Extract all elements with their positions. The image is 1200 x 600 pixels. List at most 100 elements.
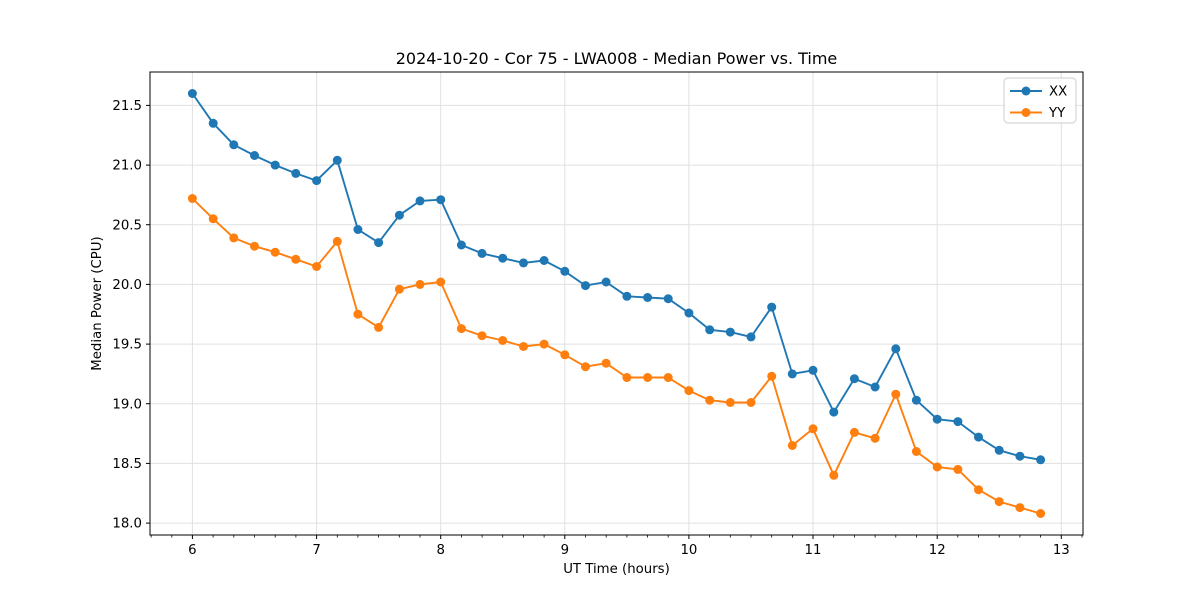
series-XX-point — [1036, 455, 1046, 465]
series-XX-point — [539, 256, 549, 265]
series-YY-point — [663, 373, 673, 382]
series-XX-point — [767, 302, 777, 312]
series-YY-point — [332, 236, 342, 246]
x-tick-label: 11 — [805, 543, 822, 558]
series-YY-point — [229, 233, 239, 243]
series-XX-point — [250, 151, 259, 160]
series-YY-point — [539, 339, 549, 349]
series-XX-point — [829, 407, 839, 417]
series-XX-point — [436, 195, 446, 205]
series-XX-line — [191, 92, 1041, 461]
y-tick-label: 18.0 — [112, 517, 142, 532]
y-tick-label: 18.5 — [112, 457, 142, 472]
series-XX-point — [374, 238, 384, 248]
series-YY-point — [498, 336, 508, 345]
series-YY-point — [932, 462, 942, 472]
series-XX-point — [663, 294, 673, 304]
series-YY-point — [415, 279, 425, 289]
series-XX-point — [870, 382, 880, 392]
series-XX-point — [932, 414, 942, 424]
x-axis-label: UT Time (hours) — [563, 562, 670, 577]
legend-sample-marker — [1021, 86, 1031, 96]
series-YY-point — [849, 427, 859, 437]
series-YY-point — [767, 371, 777, 381]
series-XX-point — [415, 196, 425, 206]
x-tick-label: 10 — [680, 543, 697, 558]
series-YY-point — [725, 398, 735, 407]
series-YY-point — [581, 362, 590, 372]
series-XX-point — [477, 248, 487, 258]
series-YY-point — [519, 342, 528, 351]
y-tick-label: 21.5 — [112, 99, 142, 114]
series-YY-point — [312, 262, 322, 271]
series-XX-point — [581, 281, 590, 291]
series-YY-point — [601, 358, 611, 368]
series-YY-point — [829, 470, 839, 480]
series-YY-point — [622, 373, 632, 382]
legend-label-XX: XX — [1049, 85, 1067, 100]
series-YY-point — [394, 284, 404, 294]
series-XX-point — [187, 89, 197, 98]
series-XX-point — [312, 176, 322, 186]
series-XX-point — [705, 325, 715, 335]
series-XX-point — [456, 240, 466, 250]
series-YY-point — [808, 424, 818, 434]
series-XX-point — [291, 168, 301, 178]
series-YY-point — [891, 389, 901, 399]
series-XX-point — [332, 155, 342, 165]
plot-spines — [149, 71, 1084, 536]
series-XX-point — [643, 293, 653, 302]
series-YY-line — [191, 197, 1041, 515]
series-YY-point — [953, 464, 963, 474]
series-XX-point — [601, 277, 611, 287]
series-XX-point — [746, 332, 756, 342]
series-YY-point — [353, 309, 363, 319]
series-XX-point — [270, 160, 280, 170]
series-YY-point — [870, 433, 880, 443]
series-YY-point — [787, 441, 797, 450]
series-YY-point — [746, 398, 756, 407]
series-XX-point — [974, 432, 983, 442]
series-XX-point — [1015, 451, 1025, 461]
series-YY-point — [684, 386, 694, 396]
series-YY-point — [456, 324, 466, 334]
y-tick-label: 20.5 — [112, 218, 142, 233]
legend: XX YY — [1003, 77, 1077, 124]
series-XX-point — [849, 374, 859, 384]
series-YY-point — [291, 254, 301, 264]
series-YY-point — [208, 214, 218, 224]
series-XX-point — [953, 417, 963, 427]
series-YY-point — [477, 331, 487, 341]
series-XX-point — [353, 225, 363, 234]
series-XX-point — [684, 308, 694, 318]
x-tick-label: 6 — [188, 543, 196, 558]
series-YY-point — [1036, 509, 1046, 518]
chart-title: 2024-10-20 - Cor 75 - LWA008 - Median Po… — [396, 49, 838, 68]
series-YY-point — [187, 194, 197, 203]
legend-label-YY: YY — [1048, 106, 1066, 121]
y-axis-label: Median Power (CPU) — [90, 236, 105, 370]
series-XX-point — [622, 291, 632, 301]
series-XX-point — [560, 266, 570, 276]
series-XX-point — [208, 118, 218, 128]
x-tick-label: 13 — [1053, 543, 1070, 558]
x-tick-label: 7 — [312, 543, 320, 558]
y-tick-label: 20.0 — [112, 278, 142, 293]
series-XX-point — [891, 344, 901, 354]
series-YY-point — [270, 247, 280, 257]
series-YY-point — [250, 241, 259, 251]
y-tick-label: 19.0 — [112, 397, 142, 412]
series-XX-point — [787, 369, 797, 379]
series-YY-point — [374, 322, 384, 332]
series-YY-point — [994, 497, 1004, 507]
y-tick-label: 19.5 — [112, 338, 142, 353]
x-tick-label: 8 — [436, 543, 444, 558]
y-tick-label: 21.0 — [112, 159, 142, 174]
series-YY-point — [1015, 503, 1025, 513]
x-tick-label: 9 — [561, 543, 569, 558]
series-XX-point — [519, 258, 528, 268]
series-YY-point — [436, 277, 446, 287]
series-XX-point — [394, 210, 404, 220]
